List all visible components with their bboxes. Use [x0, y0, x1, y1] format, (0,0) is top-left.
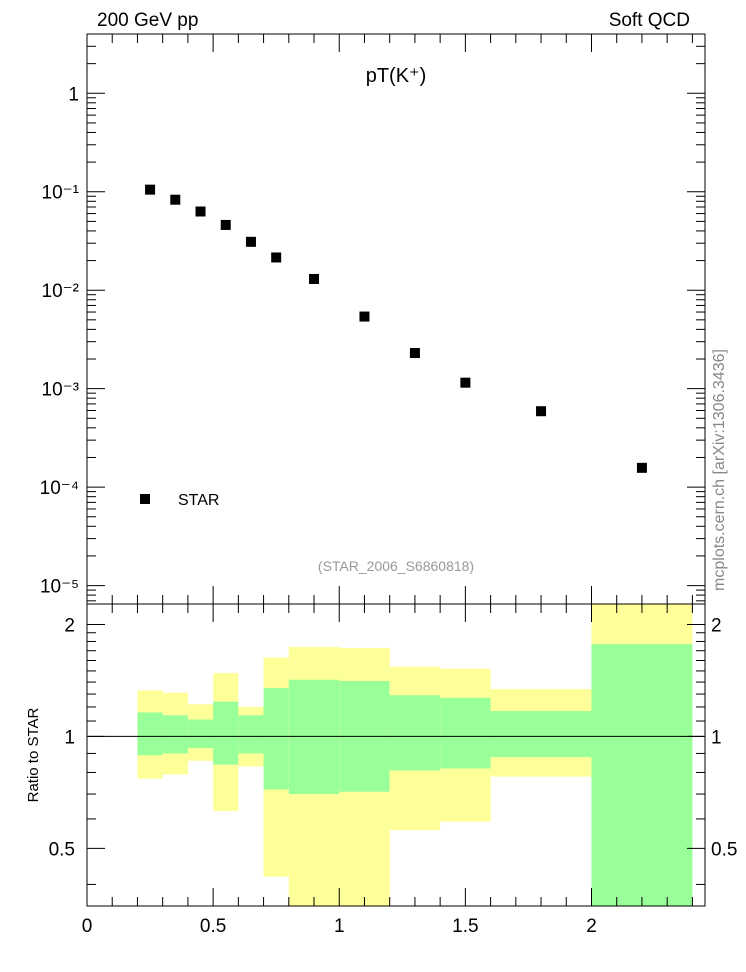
x-tick-label: 1.5 — [452, 916, 478, 937]
ratio-y-tick-label: 2 — [64, 615, 75, 636]
data-point — [409, 348, 420, 359]
inner-uncertainty-band — [490, 711, 592, 758]
ratio-y-tick-label: 1 — [64, 727, 75, 748]
y-tick-label: 10⁻² — [42, 281, 80, 302]
data-point — [271, 252, 282, 263]
ratio-y-tick-label-right: 0.5 — [711, 839, 737, 860]
y-tick-label: 10⁻⁴ — [40, 478, 79, 499]
data-point — [636, 462, 647, 473]
main-plot-panel: 1 10⁻¹ 10⁻² 10⁻³ 10⁻⁴ 10⁻⁵ pT(K⁺) (STAR_2006_… — [40, 33, 706, 605]
data-point — [309, 273, 320, 284]
inner-uncertainty-band — [238, 715, 264, 754]
inner-uncertainty-band — [213, 701, 239, 765]
legend: STAR — [140, 492, 219, 509]
ratio-y-tick-label-right: 1 — [711, 727, 722, 748]
inner-uncertainty-band — [187, 719, 214, 749]
analysis-annotation: (STAR_2006_S6860818) — [318, 558, 474, 574]
ratio-y-tick-label: 0.5 — [49, 839, 75, 860]
y-tick-label: 10⁻³ — [42, 380, 80, 401]
data-point — [170, 194, 181, 205]
legend-marker — [140, 494, 150, 504]
data-point — [536, 406, 547, 417]
x-tick-label: 1 — [334, 916, 345, 937]
x-tick-label: 0 — [82, 916, 93, 937]
x-tick-label: 2 — [586, 916, 597, 937]
inner-uncertainty-band — [440, 697, 491, 769]
y-tick-label: 10⁻¹ — [42, 183, 80, 204]
ratio-plot-frame — [86, 603, 706, 907]
data-point — [145, 184, 156, 195]
x-tick-label: 0.5 — [200, 916, 226, 937]
inner-uncertainty-band — [389, 695, 441, 771]
ratio-y-tick-label-right: 2 — [711, 615, 722, 636]
data-point — [460, 377, 471, 388]
side-label: mcplots.cern.ch [arXiv:1306.3436] — [711, 349, 728, 591]
ratio-plot-panel: 0.5 0.5 1 1 2 2 0 0.5 1 1.5 2 Ratio to STAR — [25, 603, 737, 937]
inner-uncertainty-band — [162, 715, 188, 754]
data-point — [359, 311, 370, 322]
inner-uncertainty-band — [263, 687, 289, 790]
header-left: 200 GeV pp — [97, 10, 198, 31]
plot-title: pT(K⁺) — [366, 65, 427, 87]
legend-entry-star: STAR — [178, 492, 219, 509]
ratio-ylabel: Ratio to STAR — [25, 707, 42, 802]
data-point — [195, 206, 206, 217]
data-point — [245, 236, 256, 247]
y-tick-label: 10⁻⁵ — [40, 577, 79, 598]
data-point — [220, 219, 231, 230]
inner-uncertainty-band — [591, 644, 693, 906]
y-tick-label: 1 — [68, 84, 79, 105]
header-right: Soft QCD — [609, 10, 690, 31]
inner-uncertainty-band — [137, 712, 163, 756]
main-plot-frame — [86, 33, 706, 605]
